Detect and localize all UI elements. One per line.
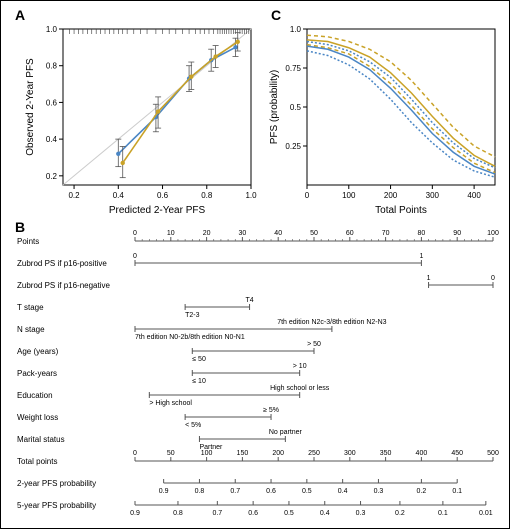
- svg-text:0.25: 0.25: [285, 142, 301, 151]
- svg-text:0.8: 0.8: [195, 488, 205, 495]
- svg-text:0.4: 0.4: [338, 488, 348, 495]
- svg-text:10: 10: [167, 230, 175, 237]
- svg-text:30: 30: [239, 230, 247, 237]
- svg-text:0.6: 0.6: [46, 98, 58, 107]
- svg-text:0: 0: [133, 253, 137, 260]
- svg-text:0.1: 0.1: [438, 510, 448, 517]
- svg-text:T4: T4: [245, 297, 253, 304]
- svg-text:N stage: N stage: [17, 325, 45, 334]
- svg-text:1.0: 1.0: [245, 191, 257, 200]
- svg-text:0.9: 0.9: [159, 488, 169, 495]
- svg-text:200: 200: [272, 450, 284, 457]
- svg-text:> High school: > High school: [149, 400, 192, 407]
- svg-text:250: 250: [308, 450, 320, 457]
- svg-text:T stage: T stage: [17, 303, 44, 312]
- svg-text:≥ 5%: ≥ 5%: [263, 407, 279, 414]
- svg-text:0.2: 0.2: [68, 191, 80, 200]
- svg-text:0.7: 0.7: [230, 488, 240, 495]
- svg-text:PFS (probability): PFS (probability): [269, 70, 280, 144]
- svg-text:150: 150: [237, 450, 249, 457]
- svg-text:400: 400: [467, 191, 481, 200]
- svg-text:2-year PFS probability: 2-year PFS probability: [17, 479, 96, 488]
- svg-text:1.0: 1.0: [46, 25, 58, 34]
- svg-text:0.2: 0.2: [46, 172, 58, 181]
- svg-text:0: 0: [305, 191, 310, 200]
- svg-text:200: 200: [384, 191, 398, 200]
- svg-text:300: 300: [344, 450, 356, 457]
- svg-text:100: 100: [487, 230, 499, 237]
- svg-text:0.3: 0.3: [356, 510, 366, 517]
- svg-text:0.8: 0.8: [201, 191, 213, 200]
- svg-text:0.6: 0.6: [266, 488, 276, 495]
- svg-text:450: 450: [451, 450, 463, 457]
- svg-text:0.5: 0.5: [302, 488, 312, 495]
- svg-text:1.0: 1.0: [290, 25, 302, 34]
- svg-text:0.8: 0.8: [46, 62, 58, 71]
- svg-text:< 5%: < 5%: [185, 422, 201, 429]
- svg-text:Weight loss: Weight loss: [17, 413, 58, 422]
- svg-text:60: 60: [346, 230, 354, 237]
- svg-text:0.7: 0.7: [212, 510, 222, 517]
- svg-text:Observed 2-Year PFS: Observed 2-Year PFS: [25, 58, 36, 156]
- svg-text:Pack-years: Pack-years: [17, 369, 57, 378]
- svg-text:80: 80: [418, 230, 426, 237]
- svg-text:0.4: 0.4: [46, 135, 58, 144]
- svg-text:≤ 10: ≤ 10: [192, 378, 206, 385]
- svg-text:Education: Education: [17, 391, 53, 400]
- svg-text:0: 0: [133, 450, 137, 457]
- svg-text:1: 1: [419, 253, 423, 260]
- svg-text:40: 40: [274, 230, 282, 237]
- svg-text:High school or less: High school or less: [270, 385, 330, 392]
- svg-text:Marital status: Marital status: [17, 435, 65, 444]
- svg-text:350: 350: [380, 450, 392, 457]
- panel-c-chart: 0 100 200 300 400 0.25 0.5 0.75 1.0 Total Points P…: [263, 17, 503, 217]
- svg-text:Total points: Total points: [17, 457, 57, 466]
- svg-text:0: 0: [133, 230, 137, 237]
- svg-text:Total Points: Total Points: [375, 205, 427, 216]
- svg-text:≤ 50: ≤ 50: [192, 356, 206, 363]
- panel-b-nomogram: Points0102030405060708090100Zubrod PS if…: [7, 225, 503, 525]
- svg-text:5-year PFS probability: 5-year PFS probability: [17, 501, 96, 510]
- svg-text:0.9: 0.9: [130, 510, 140, 517]
- svg-text:0.4: 0.4: [320, 510, 330, 517]
- svg-text:0.5: 0.5: [284, 510, 294, 517]
- svg-text:Age (years): Age (years): [17, 347, 59, 356]
- svg-text:Predicted 2-Year PFS: Predicted 2-Year PFS: [109, 205, 206, 216]
- svg-text:100: 100: [342, 191, 356, 200]
- figure-container: A C B 0.20.40.60.81.00.20.40.60.81.0Pred…: [0, 0, 510, 529]
- svg-text:0.5: 0.5: [290, 103, 302, 112]
- svg-text:Zubrod PS if p16-negative: Zubrod PS if p16-negative: [17, 281, 110, 290]
- svg-text:300: 300: [426, 191, 440, 200]
- svg-text:0.1: 0.1: [452, 488, 462, 495]
- svg-text:70: 70: [382, 230, 390, 237]
- svg-text:1: 1: [427, 275, 431, 282]
- svg-text:Points: Points: [17, 237, 39, 246]
- svg-text:90: 90: [453, 230, 461, 237]
- svg-text:0.6: 0.6: [248, 510, 258, 517]
- svg-text:50: 50: [310, 230, 318, 237]
- svg-text:0: 0: [491, 275, 495, 282]
- svg-text:100: 100: [201, 450, 213, 457]
- svg-text:0.2: 0.2: [417, 488, 427, 495]
- svg-text:0.4: 0.4: [113, 191, 125, 200]
- svg-text:> 10: > 10: [293, 363, 307, 370]
- svg-text:0.6: 0.6: [157, 191, 169, 200]
- svg-text:T2-3: T2-3: [185, 312, 200, 319]
- svg-text:7th edition N0-2b/8th edition: 7th edition N0-2b/8th edition N0-N1: [135, 334, 245, 341]
- svg-text:7th edition N2c-3/8th edition: 7th edition N2c-3/8th edition N2-N3: [277, 319, 386, 326]
- svg-text:20: 20: [203, 230, 211, 237]
- svg-text:No partner: No partner: [269, 429, 303, 436]
- svg-text:Zubrod PS if p16-positive: Zubrod PS if p16-positive: [17, 259, 107, 268]
- panel-a-chart: 0.2 0.4 0.6 0.8 1.0 0.2 0.4 0.6 0.8 1.0 Predicted …: [19, 17, 259, 217]
- svg-text:500: 500: [487, 450, 499, 457]
- svg-text:0.3: 0.3: [374, 488, 384, 495]
- svg-text:0.75: 0.75: [285, 64, 301, 73]
- svg-text:0.01: 0.01: [479, 510, 493, 517]
- svg-text:0.8: 0.8: [173, 510, 183, 517]
- svg-text:50: 50: [167, 450, 175, 457]
- svg-text:> 50: > 50: [307, 341, 321, 348]
- svg-text:400: 400: [416, 450, 428, 457]
- svg-text:0.2: 0.2: [395, 510, 405, 517]
